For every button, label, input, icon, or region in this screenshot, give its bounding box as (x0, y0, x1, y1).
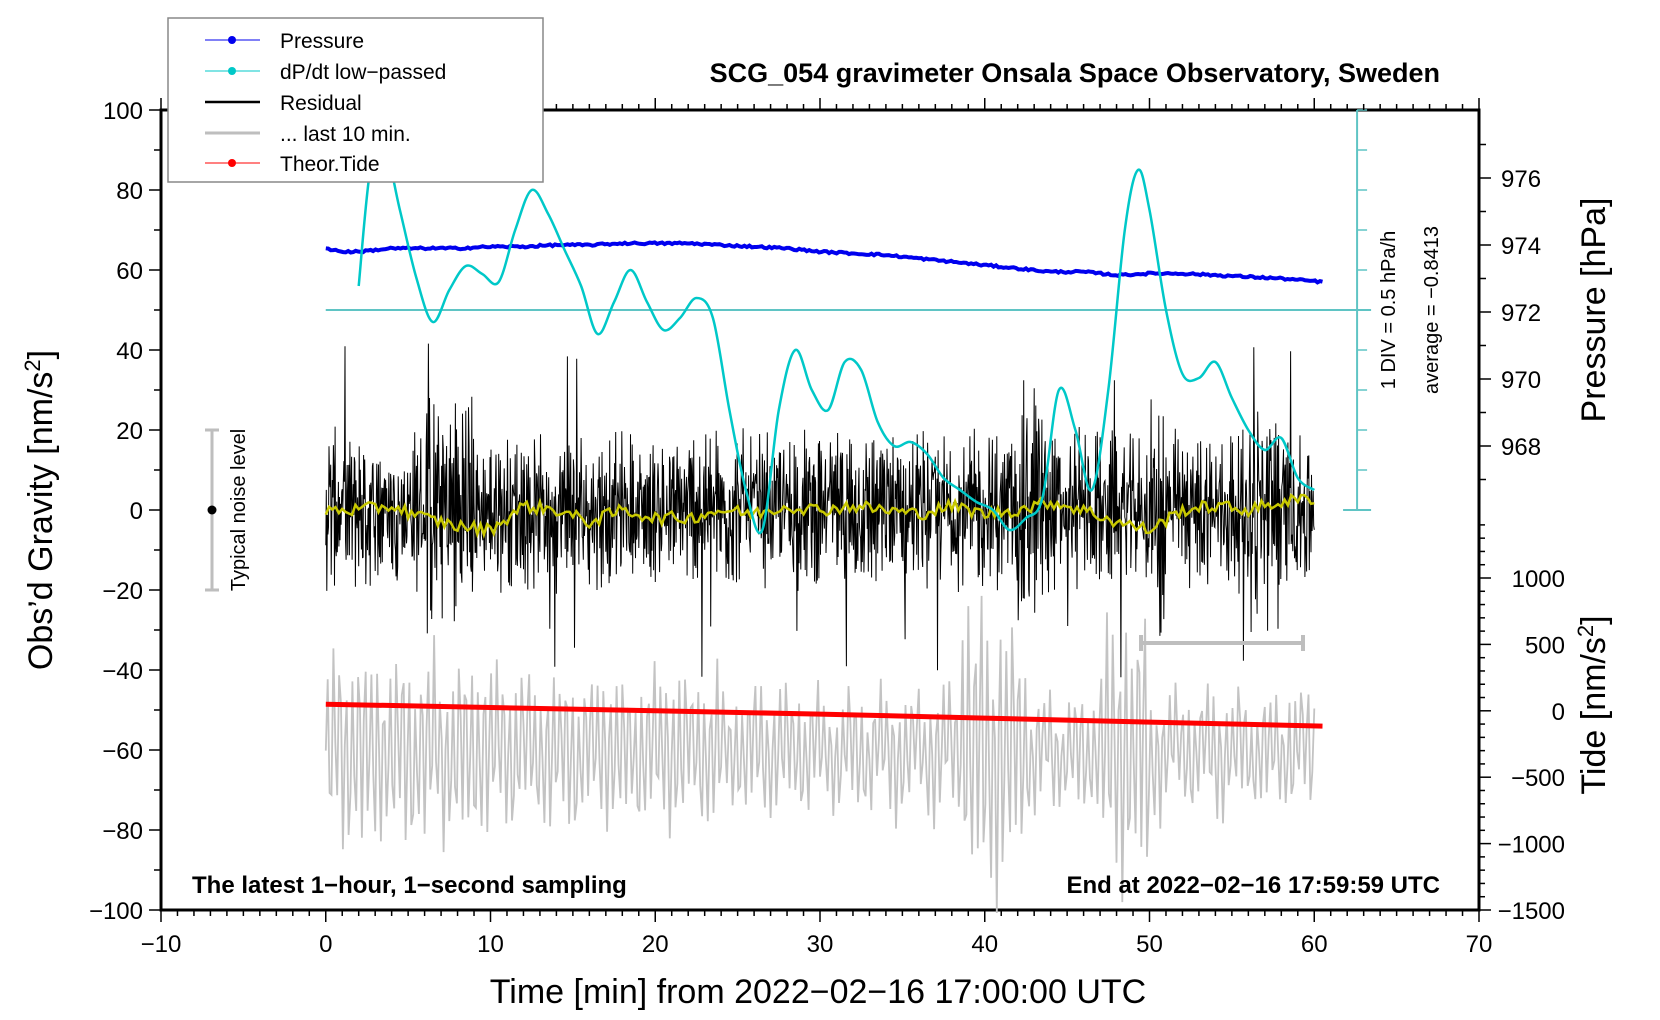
tide-tick-label: −1500 (1498, 898, 1565, 925)
legend-label-dpdt: dP/dt low−passed (280, 61, 446, 84)
pressure-tick-label: 968 (1501, 434, 1541, 461)
legend-entry-last10: ... last 10 min. (205, 123, 411, 146)
y-left-tick-label: 60 (116, 258, 143, 285)
legend-entry-pressure: Pressure (205, 30, 364, 53)
legend-marker-dpdt (228, 67, 236, 75)
dpdt-scale-axis (325, 109, 1372, 511)
legend-marker-pressure (228, 36, 236, 44)
x-tick-label: −10 (141, 931, 182, 958)
chart-title: SCG_054 gravimeter Onsala Space Observat… (710, 58, 1440, 88)
y-left-tick-label: 80 (116, 178, 143, 205)
series-residual-line (325, 343, 1315, 678)
legend-label-pressure: Pressure (280, 30, 364, 53)
x-axis-title: Time [min] from 2022−02−16 17:00:00 UTC (490, 973, 1146, 1011)
tide-title-sup: 2 (1573, 625, 1598, 637)
tide-tick-label: −500 (1511, 765, 1565, 792)
legend-entry-tide: Theor.Tide (205, 153, 380, 176)
y-left-axis-title: Obs’d Gravity [nm/s2] (20, 350, 61, 670)
y-left-tick-label: 40 (116, 338, 143, 365)
x-tick-label: 0 (319, 931, 332, 958)
x-tick-label: 50 (1136, 931, 1163, 958)
y-left-tick-label: −20 (102, 578, 143, 605)
y-left-tick-label: −100 (89, 898, 143, 925)
y-right-pressure-title: Pressure [hPa] (1575, 198, 1613, 423)
y-left-tick-label: −60 (102, 738, 143, 765)
series-layer (324, 138, 1323, 914)
dpdt-scale-label: 1 DIV = 0.5 hPa/h (1378, 231, 1400, 389)
legend-label-residual: Residual (280, 92, 362, 115)
x-tick-label: 10 (477, 931, 504, 958)
annotation-latest-hour: The latest 1−hour, 1−second sampling (192, 872, 627, 899)
tide-title-main: Tide [nm/s (1575, 637, 1613, 794)
x-tick-label: 20 (642, 931, 669, 958)
dpdt-average-label: average = −0.8413 (1421, 226, 1443, 394)
last-10-min-bar (1139, 635, 1305, 651)
y-left-tick-label: 0 (130, 498, 143, 525)
tide-tick-label: 0 (1552, 699, 1565, 726)
x-tick-label: 70 (1466, 931, 1493, 958)
annotation-end-time: End at 2022−02−16 17:59:59 UTC (1066, 872, 1440, 899)
y-left-title-sup: 2 (20, 359, 45, 371)
legend: Pressure dP/dt low−passed Residual ... l… (167, 17, 544, 183)
noise-level-indicator: Typical noise level (205, 428, 250, 592)
tide-tick-label: 1000 (1512, 566, 1565, 593)
pressure-tick-label: 976 (1501, 166, 1541, 193)
y-left-title-main: Obs’d Gravity [nm/s (22, 372, 60, 671)
tide-tick-label: 500 (1525, 632, 1565, 659)
noise-level-label: Typical noise level (228, 429, 250, 591)
series-residual-smoothed-line (324, 493, 1315, 539)
series-pressure-line (325, 240, 1323, 285)
y-left-tick-label: 100 (103, 98, 143, 125)
series-dpdt-line (357, 138, 1316, 535)
y-left-title-end: ] (22, 350, 60, 359)
axes-layer: −10 0 10 20 30 40 50 60 70−100−80−60−40−20020406… (89, 98, 1565, 958)
pressure-tick-label: 972 (1501, 300, 1541, 327)
legend-label-last10: ... last 10 min. (280, 123, 411, 146)
series-last-10-min-line (324, 595, 1316, 914)
y-right-tide-title: Tide [nm/s2] (1573, 615, 1614, 794)
tide-tick-label: −1000 (1498, 832, 1565, 859)
tide-title-end: ] (1575, 615, 1613, 624)
y-left-tick-label: 20 (116, 418, 143, 445)
legend-label-tide: Theor.Tide (280, 153, 380, 176)
y-left-tick-label: −80 (102, 818, 143, 845)
y-left-tick-label: −40 (102, 658, 143, 685)
x-tick-label: 60 (1301, 931, 1328, 958)
noise-center-dot (207, 505, 217, 515)
pressure-tick-label: 970 (1501, 367, 1541, 394)
x-tick-label: 30 (807, 931, 834, 958)
legend-marker-tide (228, 159, 236, 167)
pressure-tick-label: 974 (1501, 233, 1541, 260)
legend-box (167, 17, 544, 183)
legend-entry-dpdt: dP/dt low−passed (205, 61, 446, 84)
series-theor-tide-line (325, 701, 1323, 729)
x-tick-label: 40 (971, 931, 998, 958)
legend-entry-residual: Residual (205, 92, 362, 115)
